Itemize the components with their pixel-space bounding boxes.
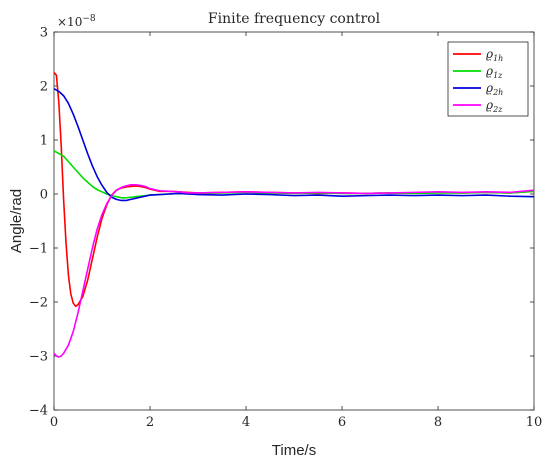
series-line-2h	[53, 88, 535, 202]
y-tick-label: −4	[29, 404, 48, 419]
legend-label-base: ϱ	[486, 47, 493, 61]
legend-label-2h: ϱ2h	[486, 81, 503, 97]
legend-label-base: ϱ	[486, 64, 493, 78]
y-tick-label: 1	[40, 134, 48, 149]
y-tick-label: −3	[29, 350, 48, 365]
x-tick-label: 6	[338, 415, 346, 430]
y-axis-exponent: ×10−8	[57, 14, 96, 29]
y-exponent-base: ×10	[57, 15, 82, 29]
legend-label-subscript: 1z	[493, 71, 503, 80]
y-tick-label: −2	[29, 296, 48, 311]
y-tick-label: 2	[40, 80, 48, 95]
legend-label-base: ϱ	[486, 81, 493, 95]
legend-label-1h: ϱ1h	[486, 47, 503, 63]
x-tick-label: 0	[50, 415, 58, 430]
legend-label-1z: ϱ1z	[486, 64, 503, 80]
y-axis-ticks: −4 −3 −2 −1 0 1 2 3	[29, 26, 534, 419]
y-tick-label: 3	[40, 26, 48, 41]
legend-label-subscript: 1h	[493, 54, 503, 63]
x-tick-label: 8	[434, 415, 442, 430]
x-axis-label: Time/s	[272, 442, 316, 459]
y-tick-label: 0	[40, 188, 48, 203]
legend-label-subscript: 2z	[492, 105, 503, 114]
chart-title: Finite frequency control	[208, 11, 381, 27]
y-tick-label: −1	[29, 242, 48, 257]
legend-label-base: ϱ	[486, 98, 493, 112]
series-layer	[53, 71, 535, 358]
y-exponent-power: −8	[82, 14, 96, 24]
y-axis-label: Angle/rad	[8, 189, 25, 253]
legend-label-subscript: 2h	[492, 88, 503, 97]
legend-label-2z: ϱ2z	[486, 98, 503, 114]
x-tick-label: 10	[526, 415, 543, 430]
series-line-2z	[53, 184, 535, 358]
x-axis-ticks: 0 2 4 6 8 10	[50, 32, 542, 430]
x-tick-label: 2	[146, 415, 154, 430]
x-tick-label: 4	[242, 415, 250, 430]
